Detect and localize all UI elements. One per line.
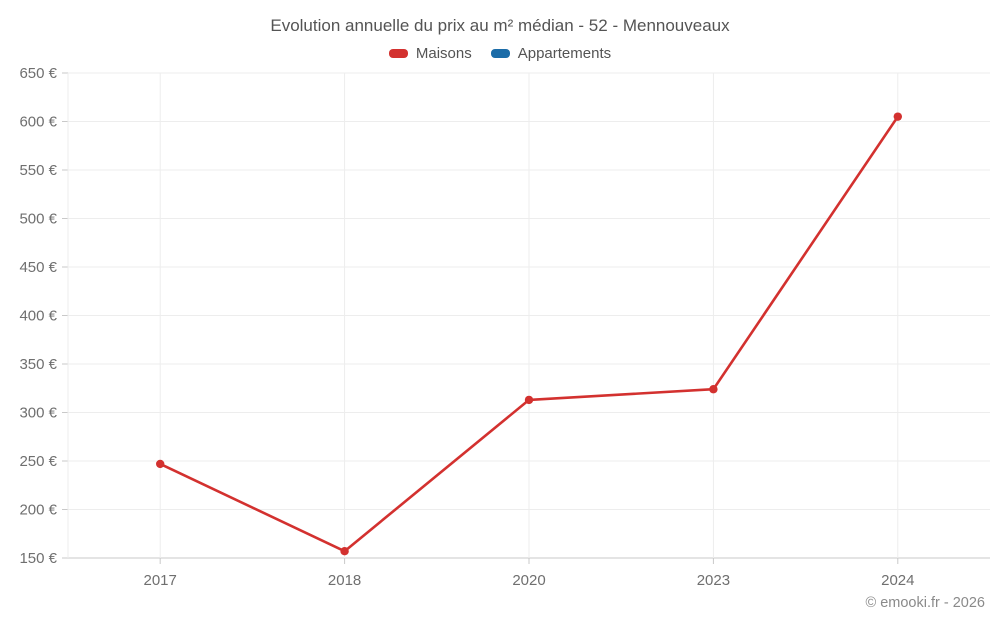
x-tick-label: 2017 bbox=[144, 572, 177, 589]
x-tick-label: 2024 bbox=[881, 572, 914, 589]
y-tick-label: 350 € bbox=[19, 356, 57, 373]
legend-item-maisons[interactable]: Maisons bbox=[388, 45, 472, 62]
y-tick-label: 200 € bbox=[19, 502, 57, 519]
legend-swatch-icon bbox=[490, 49, 510, 58]
y-tick-label: 500 € bbox=[19, 211, 57, 228]
y-tick-label: 300 € bbox=[19, 405, 57, 422]
legend-swatch-icon bbox=[388, 49, 408, 58]
x-tick-label: 2018 bbox=[328, 572, 361, 589]
data-point[interactable] bbox=[893, 112, 902, 121]
data-point[interactable] bbox=[709, 385, 718, 394]
y-tick-label: 450 € bbox=[19, 259, 57, 276]
y-tick-label: 600 € bbox=[19, 114, 57, 131]
y-tick-label: 250 € bbox=[19, 453, 57, 470]
legend-label: Appartements bbox=[517, 45, 612, 62]
data-point[interactable] bbox=[524, 395, 534, 405]
x-tick-label: 2023 bbox=[697, 572, 730, 589]
chart-legend: Maisons Appartements bbox=[0, 45, 1000, 62]
chart-title: Evolution annuelle du prix au m² médian … bbox=[270, 16, 730, 35]
y-tick-label: 400 € bbox=[19, 308, 57, 325]
data-point[interactable] bbox=[156, 459, 165, 469]
copyright-footer: © emooki.fr - 2026 bbox=[865, 595, 985, 611]
legend-label: Maisons bbox=[415, 45, 472, 62]
y-tick-label: 550 € bbox=[19, 162, 57, 179]
y-tick-label: 650 € bbox=[19, 65, 57, 82]
legend-item-appartements[interactable]: Appartements bbox=[490, 45, 612, 62]
x-tick-label: 2020 bbox=[512, 572, 545, 589]
data-point[interactable] bbox=[340, 547, 349, 556]
y-tick-label: 150 € bbox=[19, 550, 57, 567]
